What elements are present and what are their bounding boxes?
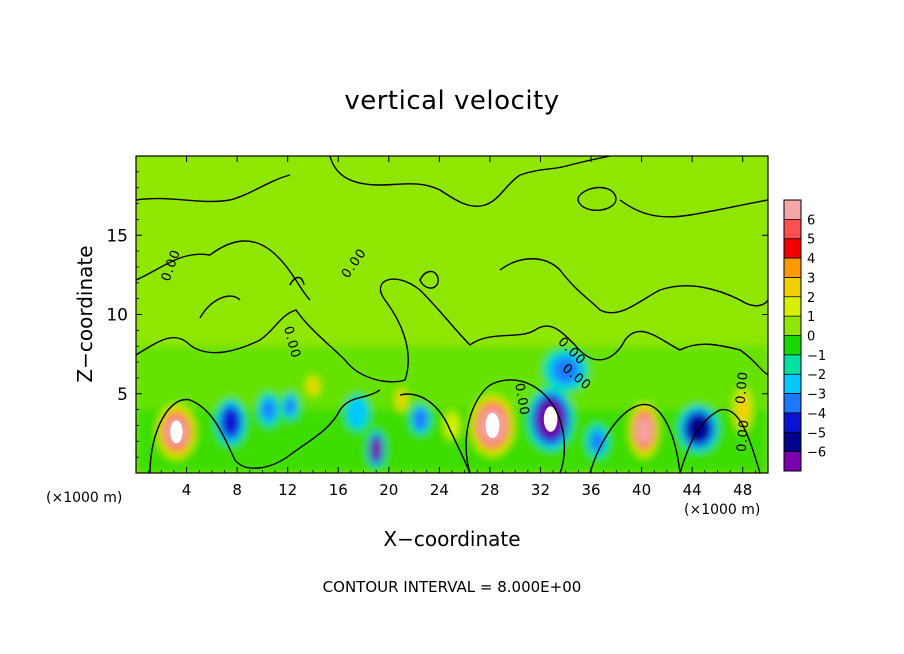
x-axis: 4 8 12 16 20 24 28 32 36 40 44 48 — [148, 156, 756, 499]
colorbar-label: 0 — [807, 330, 815, 345]
colorbar-swatch — [784, 335, 801, 356]
colorbar: 6 5 4 3 2 1 0 −1 −2 −3 −4 −5 −6 — [783, 199, 826, 472]
contour-label: 0.00 — [734, 418, 753, 453]
colorbar-swatch — [784, 316, 801, 336]
colorbar-label: 4 — [807, 252, 815, 267]
field-cell — [415, 410, 426, 428]
x-tick-label: 48 — [733, 481, 752, 499]
x-tick-label: 20 — [379, 481, 398, 499]
field-cell — [552, 357, 579, 383]
field-cell — [398, 393, 405, 407]
contour-line — [589, 403, 681, 473]
contour-line — [289, 276, 305, 286]
x-tick-label: 4 — [182, 481, 192, 499]
contour-line — [199, 295, 241, 319]
field-cell — [285, 398, 296, 415]
contour-line — [419, 270, 439, 289]
contour-line — [149, 389, 381, 473]
colorbar-swatch — [784, 393, 801, 414]
x-axis-label: X−coordinate — [383, 527, 521, 551]
colorbar-label: −4 — [807, 407, 826, 422]
contour-line — [465, 379, 566, 473]
contour-line — [136, 174, 291, 203]
contour-line — [499, 258, 768, 314]
colorbar-swatch — [784, 412, 801, 433]
y-tick-label: 15 — [106, 226, 128, 246]
field-cell — [737, 397, 748, 422]
colorbar-swatch — [784, 219, 801, 240]
contour-line — [136, 278, 768, 383]
contour-label: 0.00 — [733, 370, 752, 405]
x-tick-label: 36 — [581, 481, 600, 499]
x-tick-label: 24 — [430, 481, 449, 499]
x-tick-label: 40 — [632, 481, 651, 499]
colorbar-label: 5 — [807, 233, 815, 248]
colorbar-swatch — [784, 258, 801, 278]
x-tick-label: 32 — [531, 481, 550, 499]
field-cell — [309, 380, 317, 392]
contour-interval-note: CONTOUR INTERVAL = 8.000E+00 — [322, 578, 582, 596]
colorbar-swatch — [784, 451, 801, 472]
field-cell — [223, 410, 239, 434]
colorbar-label: −2 — [807, 368, 826, 383]
field-core — [543, 406, 558, 432]
colorbar-label: −6 — [807, 446, 826, 461]
field-core — [170, 420, 183, 444]
x-unit-right: (×1000 m) — [684, 502, 761, 518]
x-tick-label: 28 — [480, 481, 499, 499]
colorbar-label: 6 — [807, 213, 815, 228]
contour-line — [399, 393, 471, 473]
x-tick-label: 8 — [232, 481, 242, 499]
x-unit-left: (×1000 m) — [46, 490, 123, 506]
field-cell — [372, 440, 381, 458]
contour-line — [619, 199, 768, 218]
y-axis-label: Z−coordinate — [73, 245, 97, 383]
x-tick-label: 44 — [683, 481, 702, 499]
x-tick-label: 12 — [278, 481, 297, 499]
contour-line — [679, 408, 761, 473]
contour-line — [577, 186, 617, 212]
colorbar-label: −1 — [807, 349, 826, 364]
field-core — [485, 412, 500, 439]
y-tick-label: 5 — [117, 385, 128, 405]
x-tick-label: 16 — [329, 481, 348, 499]
colorbar-label: 3 — [807, 271, 815, 286]
colorbar-swatch — [784, 432, 801, 453]
colorbar-swatch — [784, 238, 801, 259]
colorbar-swatch — [784, 277, 801, 298]
chart-title: vertical velocity — [344, 86, 560, 116]
contour-line — [136, 240, 311, 301]
colorbar-label: −5 — [807, 426, 826, 441]
colorbar-swatch — [784, 296, 801, 317]
y-tick-label: 10 — [106, 306, 128, 326]
field-cell — [590, 431, 604, 452]
field-cell — [350, 401, 365, 424]
colorbar-swatch — [784, 200, 801, 220]
colorbar-label: 1 — [807, 310, 815, 325]
colorbar-swatch — [784, 374, 801, 395]
colorbar-label: 2 — [807, 291, 815, 306]
contour-line — [329, 156, 611, 207]
colorbar-label: −3 — [807, 388, 826, 403]
y-axis: 5 10 15 — [106, 171, 768, 458]
field-cell — [262, 399, 276, 420]
colorbar-swatch — [784, 354, 801, 375]
field-cell — [637, 417, 651, 443]
